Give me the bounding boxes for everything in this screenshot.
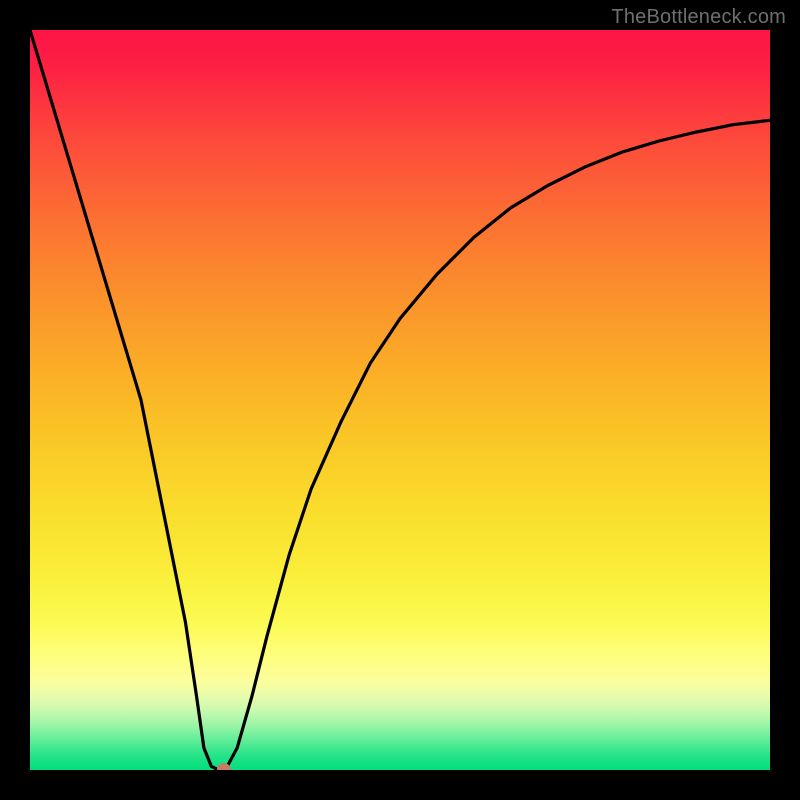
chart-background-gradient bbox=[30, 30, 770, 770]
chart-outer-frame: TheBottleneck.com bbox=[0, 0, 800, 800]
bottleneck-curve bbox=[30, 30, 770, 770]
optimal-point-marker bbox=[217, 763, 231, 770]
chart-plot-area bbox=[30, 30, 770, 770]
watermark-label: TheBottleneck.com bbox=[611, 6, 786, 29]
chart-curve-layer bbox=[30, 30, 770, 770]
